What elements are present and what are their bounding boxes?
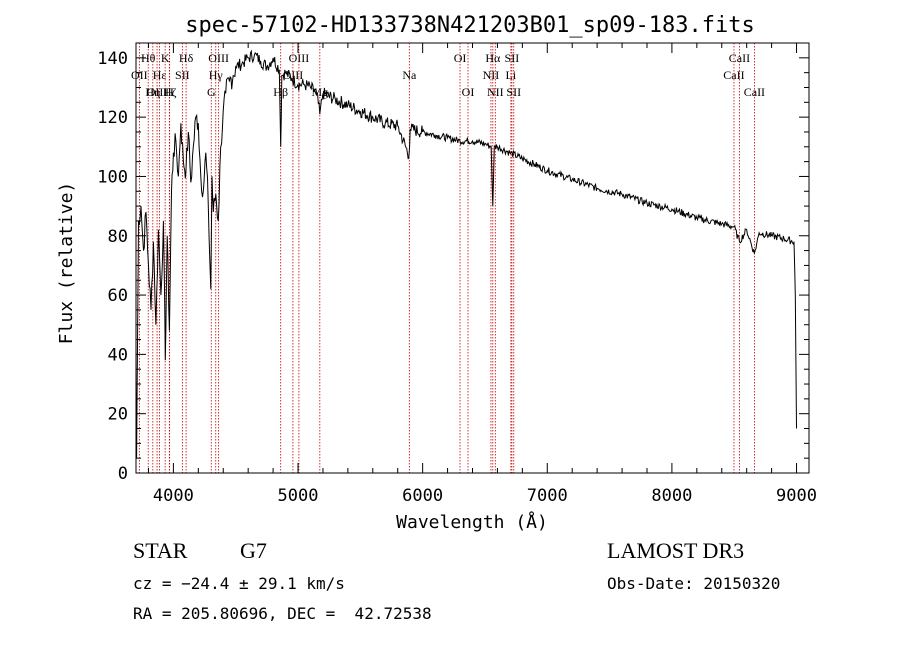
line-label: OIII [208,51,229,65]
x-axis: 4000 5000 6000 7000 8000 9000 [147,43,817,506]
redshift-velocity: cz = −24.4 ± 29.1 km/s [133,574,345,593]
y-tick-label: 120 [97,108,128,128]
y-tick-label: 100 [97,167,128,187]
y-tick-label: 140 [97,49,128,69]
x-tick-label: 6000 [402,486,443,506]
y-tick-label: 0 [118,464,128,484]
line-label: Hα [485,51,501,65]
x-tick-label: 4000 [153,486,194,506]
line-label: Hδ [179,51,194,65]
flux-series-line [135,49,797,459]
y-tick-label: 60 [108,286,128,306]
chart-title: spec-57102-HD133738N421203B01_sp09-183.f… [185,13,755,38]
subclass: G7 [240,538,267,563]
coordinates: RA = 205.80696, DEC = 42.72538 [133,604,432,623]
line-label: Hζ [163,85,177,99]
y-tick-label: 80 [108,227,128,247]
line-label: Hη [145,85,160,99]
line-label: H [165,85,174,99]
survey-name: LAMOST DR3 [607,538,745,563]
object-class: STAR [133,538,188,563]
spectrum-chart: spec-57102-HD133738N421203B01_sp09-183.f… [56,13,817,533]
line-label: OIII [283,68,304,82]
x-tick-label: 8000 [651,486,692,506]
x-tick-label: 5000 [278,486,319,506]
y-axis-label: Flux (relative) [56,182,77,345]
line-label: Na [402,68,417,82]
line-label: OIII [147,85,168,99]
y-tick-label: 40 [108,345,128,365]
observation-date: Obs-Date: 20150320 [607,574,781,593]
line-label: SII [175,68,190,82]
line-label: SII [505,51,520,65]
plot-frame [135,42,810,474]
line-markers [138,43,755,473]
line-label: NII [483,68,500,82]
line-label: CaII [744,85,765,99]
line-label: OI [454,51,467,65]
x-axis-label: Wavelength (Å) [396,511,548,533]
line-label: OIII [289,51,310,65]
y-axis: 0 20 40 60 80 100 120 140 [97,49,809,484]
line-label: SII [506,85,521,99]
line-label: Mg [311,85,328,99]
line-label: OI [462,85,475,99]
line-label: Hθ [141,51,156,65]
line-label: NII [487,85,504,99]
line-label: OII [131,68,148,82]
y-tick-label: 20 [108,405,128,425]
line-label: Hγ [209,68,224,82]
line-label: G [207,85,216,99]
line-label: K [161,51,170,65]
line-label: CaII [723,68,744,82]
line-label: Li [506,68,517,82]
line-label: Hβ [273,85,288,99]
x-tick-label: 7000 [527,486,568,506]
x-tick-label: 9000 [776,486,817,506]
line-label: CaII [729,51,750,65]
line-label: Hε [153,68,167,82]
